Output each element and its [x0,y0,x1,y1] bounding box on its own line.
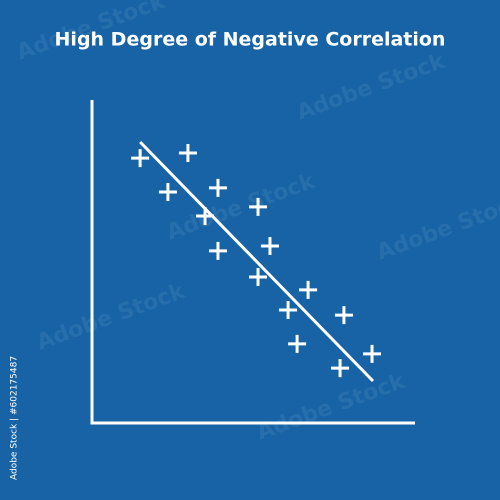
point [131,149,150,168]
point [158,183,177,202]
point [249,268,268,287]
point [331,359,350,378]
point [299,280,318,299]
point [279,300,298,319]
point [288,334,307,353]
point [196,206,215,225]
point [249,197,268,216]
trend-line [139,140,375,383]
chart-title: High Degree of Negative Correlation [55,29,446,51]
point [260,236,279,255]
point [178,143,197,162]
stock-id: Adobe Stock | #602175487 [10,356,20,480]
point [334,306,353,325]
point [363,344,382,363]
point [208,241,227,260]
point [208,178,227,197]
